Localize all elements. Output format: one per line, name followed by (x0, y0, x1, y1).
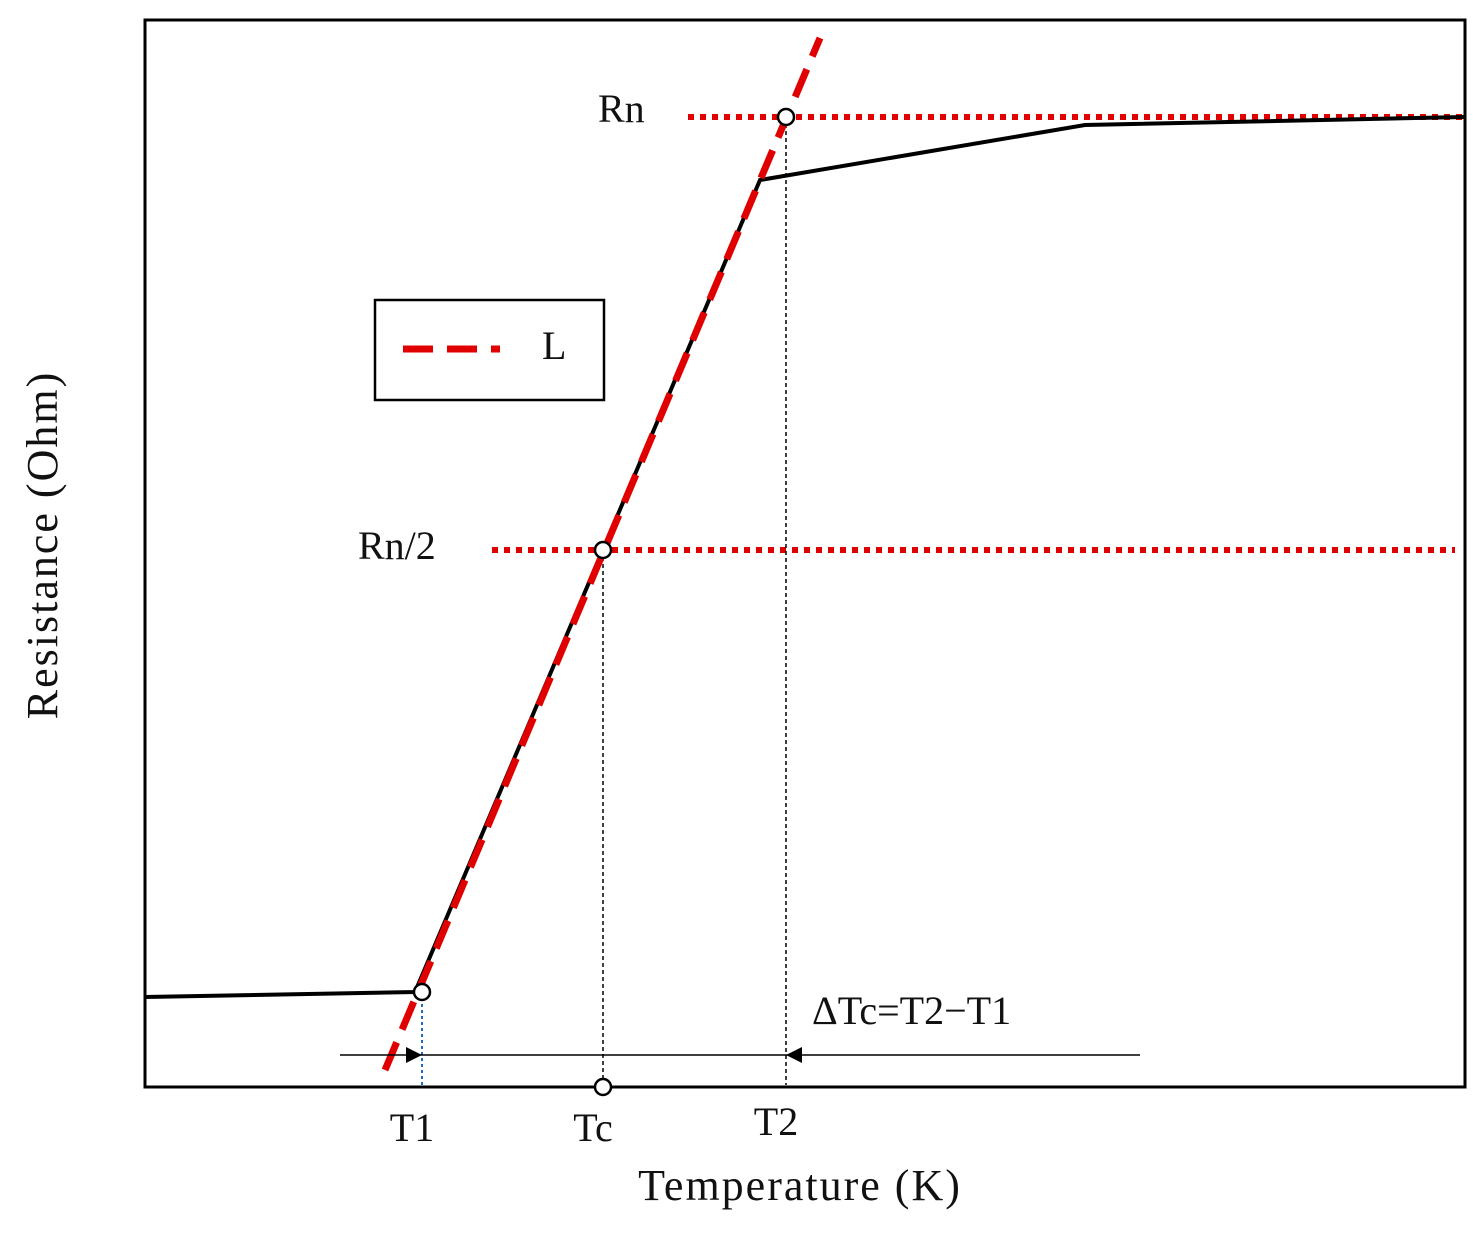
rn-half-label: Rn/2 (358, 523, 436, 568)
t2-label: T2 (754, 1099, 798, 1144)
tc-label: Tc (573, 1105, 612, 1150)
delta-tc-label: ΔTc=T2−T1 (812, 988, 1011, 1033)
resistance-curve (144, 115, 1466, 999)
rn-label: Rn (598, 86, 645, 131)
rn-half-point (593, 540, 613, 560)
plot-frame (143, 18, 1467, 1089)
legend-label: L (542, 323, 566, 368)
fit-line (381, 36, 824, 1072)
arrow-head-right (406, 1047, 422, 1063)
t1-label: T1 (390, 1105, 434, 1150)
arrow-head-left (786, 1047, 802, 1063)
tc-point (593, 1077, 613, 1097)
y-axis-label: Resistance (Ohm) (18, 371, 67, 719)
x-axis-label: Temperature (K) (638, 1161, 962, 1210)
t1-point (412, 982, 432, 1002)
rn-point (776, 107, 796, 127)
